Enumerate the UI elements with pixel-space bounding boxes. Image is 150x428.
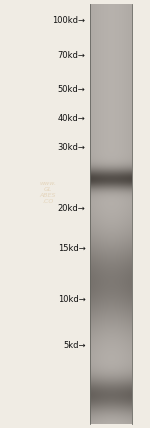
Text: 20kd→: 20kd→ (58, 204, 86, 214)
Text: www.
GL
ABES
.CO: www. GL ABES .CO (39, 181, 57, 204)
Text: 10kd→: 10kd→ (58, 295, 86, 304)
Text: 50kd→: 50kd→ (58, 85, 86, 95)
Text: 30kd→: 30kd→ (58, 143, 86, 152)
Text: 100kd→: 100kd→ (52, 16, 86, 25)
Text: 5kd→: 5kd→ (63, 341, 86, 351)
Text: 70kd→: 70kd→ (58, 51, 86, 60)
Text: 15kd→: 15kd→ (58, 244, 86, 253)
Text: 40kd→: 40kd→ (58, 114, 86, 124)
